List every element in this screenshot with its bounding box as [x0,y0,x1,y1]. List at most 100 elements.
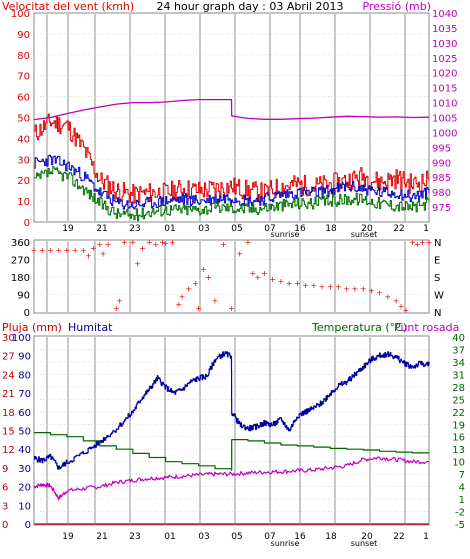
humidity-tick-label: 60 [18,408,31,419]
direction-point: + [245,238,252,247]
direction-point: + [385,292,392,301]
direction-point: + [278,277,285,286]
series-temperaturac-line [34,432,430,471]
direction-point: + [179,292,186,301]
sunset-label: sunset [351,539,378,548]
direction-plot-frame [33,239,430,314]
x-tick-label: 21 [96,224,107,234]
sunset-label: sunset [351,230,378,239]
direction-point: + [85,252,92,261]
direction-point: + [261,269,268,278]
x-tick-label: 20 [361,224,373,234]
direction-point: + [403,306,410,315]
temperature-tick-label: 37 [452,345,465,356]
rain-tick-label: 18 [2,408,15,419]
direction-point: + [185,285,192,294]
direction-point: + [55,246,62,255]
rain-tick-label: 27 [2,352,15,363]
temperature-tick-label: 13 [452,445,465,456]
temperature-tick-label: 10 [452,458,465,469]
wind-series-1 [34,154,430,210]
direction-point: + [302,281,309,290]
direction-point: + [254,273,261,282]
x-tick-label: 01 [164,532,175,542]
temperature-tick-label: 22 [452,408,465,419]
direction-tick-label: 0 [24,308,30,319]
series-humitat-line [34,351,430,470]
compass-label: S [434,273,440,284]
humidity-tick-label: 100 [12,333,31,344]
wind-axis-label: Velocitat del vent (kmh) [2,0,134,13]
pressure-tick-label: 1035 [432,24,457,35]
direction-point: + [96,240,103,249]
x-tick-label: 19 [62,532,74,542]
wind-tick-label: 10 [17,197,30,208]
temperature-axis-label: Temperatura (°C) [311,321,407,334]
direction-point: + [90,244,97,253]
pressure-tick-label: 1015 [432,84,457,95]
direction-point: + [121,238,128,247]
direction-point: + [286,279,293,288]
series-puntrosada-line [33,456,430,501]
direction-point: + [31,246,38,255]
x-tick-label: 1 [423,532,429,542]
temperature-tick-label: 40 [452,333,465,344]
direction-point: + [72,246,79,255]
wind-tick-label: 60 [17,93,30,104]
rain-tick-label: 24 [2,370,15,381]
direction-point: + [146,238,153,247]
temperature-tick-label: 16 [452,433,465,444]
wind-tick-label: 0 [24,218,30,229]
pressure-tick-label: 1040 [432,9,457,20]
wind-tick-label: 20 [17,176,30,187]
rain-tick-label: 3 [2,501,8,512]
humidity-tick-label: 80 [18,370,31,381]
direction-point: + [343,285,350,294]
rain-tick-label: 12 [2,445,15,456]
pressure-tick-label: 980 [432,188,451,199]
humidity-axis-label: Humitat [68,321,113,334]
direction-point: + [352,285,359,294]
temperature-tick-label: 19 [452,420,465,431]
direction-point: + [80,246,87,255]
direction-point: + [269,275,276,284]
temperature-tick-label: 28 [452,383,465,394]
direction-point: + [319,283,326,292]
temperature-tick-label: 1 [459,495,465,506]
humidity-tick-label: 30 [18,464,31,475]
x-tick-label: 1 [423,224,429,234]
sunrise-label: sunrise [271,230,300,239]
x-tick-label: 07 [264,224,275,234]
direction-point: + [105,240,112,249]
direction-point: + [398,302,405,311]
direction-point: + [376,289,383,298]
wind-tick-label: 70 [17,72,30,83]
compass-label: N [434,238,441,249]
sunrise-label: sunrise [271,539,300,548]
humidity-tick-label: 20 [18,483,31,494]
pressure-tick-label: 1010 [432,99,457,110]
x-tick-label: 03 [198,532,209,542]
direction-point: + [212,296,219,305]
direction-point: + [236,250,243,259]
temperature-tick-label: 4 [459,483,465,494]
x-tick-label: 22 [393,532,404,542]
direction-point: + [39,246,46,255]
x-tick-label: 16 [294,224,306,234]
direction-point: + [116,296,123,305]
direction-point: + [129,238,136,247]
direction-point: + [368,287,375,296]
direction-point: + [409,238,416,247]
rain-tick-label: 21 [2,389,15,400]
wind-tick-label: 30 [17,155,30,166]
direction-tick-label: 270 [11,256,30,267]
direction-point: + [294,279,301,288]
wind-pressure-panel: 0102030405060708090100975980985990995100… [2,0,457,239]
compass-label: E [434,256,440,267]
direction-point: + [134,259,141,268]
humidity-tick-label: 50 [18,427,31,438]
x-tick-label: 22 [393,224,404,234]
wind-direction-panel: + + + + + + +++ ++++++ ++++ + ++ +++++++++++++++ ++ +… [11,238,444,319]
direction-point: + [162,239,169,248]
